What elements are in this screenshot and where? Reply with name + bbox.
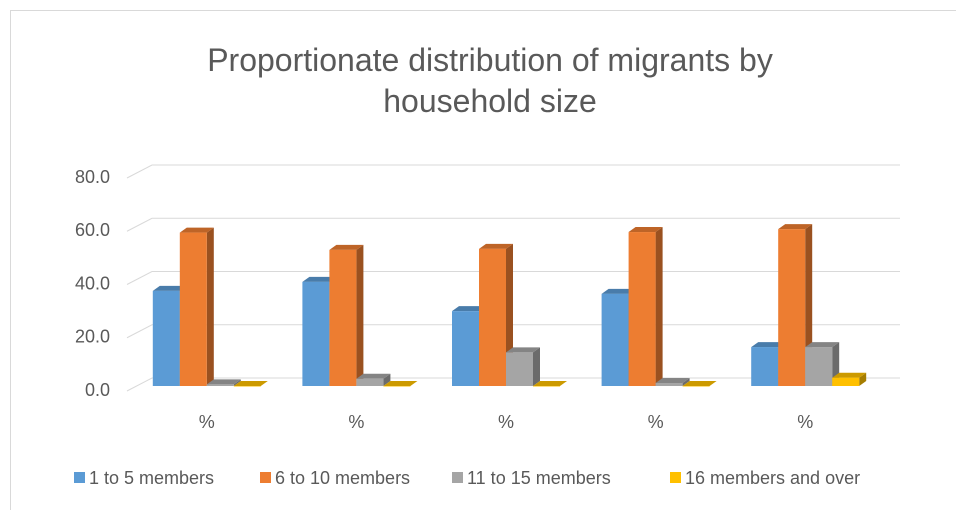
x-tick-label: % <box>498 412 514 432</box>
bar <box>751 347 778 386</box>
bar <box>805 347 832 386</box>
legend-swatch <box>74 472 85 483</box>
bar <box>356 379 383 386</box>
bar <box>629 232 656 386</box>
bar <box>329 250 356 386</box>
bar <box>180 233 207 386</box>
legend-label: 6 to 10 members <box>275 468 410 488</box>
bar-side <box>207 228 214 386</box>
bar <box>683 386 710 387</box>
x-tick-label: % <box>199 412 215 432</box>
bar <box>383 386 410 387</box>
bar <box>602 294 629 386</box>
y-tick-label: 60.0 <box>75 220 110 240</box>
bar <box>656 383 683 386</box>
bar-side <box>656 227 663 386</box>
x-tick-label: % <box>648 412 664 432</box>
bar <box>207 384 234 386</box>
bar-side <box>356 245 363 386</box>
legend-swatch <box>452 472 463 483</box>
bar-side <box>533 347 540 386</box>
legend-swatch <box>260 472 271 483</box>
legend-label: 11 to 15 members <box>467 468 611 488</box>
bar <box>153 291 180 386</box>
legend-swatch <box>670 472 681 483</box>
bar <box>533 386 560 387</box>
bar <box>479 249 506 386</box>
x-tick-label: % <box>797 412 813 432</box>
grid-line <box>127 165 900 178</box>
chart-title: Proportionate distribution of migrants b… <box>207 42 773 119</box>
y-tick-label: 40.0 <box>75 273 110 293</box>
bar <box>832 378 859 386</box>
y-tick-label: 80.0 <box>75 167 110 187</box>
bar <box>506 352 533 386</box>
y-tick-label: 20.0 <box>75 327 110 347</box>
legend-label: 16 members and over <box>685 468 860 488</box>
y-tick-label: 0.0 <box>85 380 110 400</box>
x-tick-label: % <box>348 412 364 432</box>
bar <box>452 311 479 386</box>
bar <box>234 386 261 387</box>
bar <box>302 282 329 386</box>
legend-label: 1 to 5 members <box>89 468 214 488</box>
bar <box>778 229 805 386</box>
